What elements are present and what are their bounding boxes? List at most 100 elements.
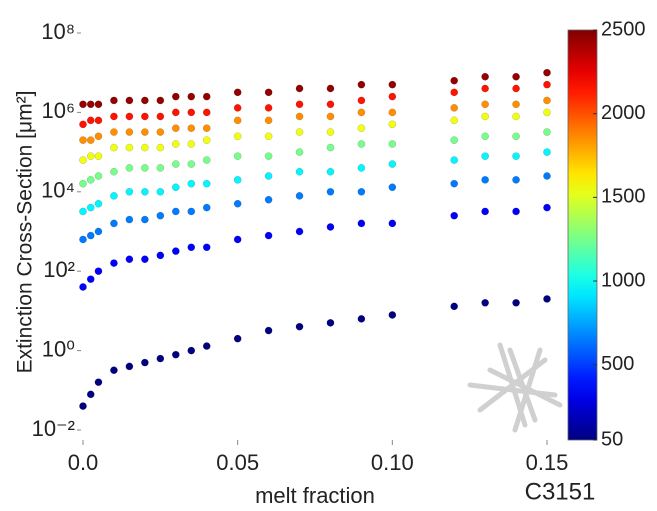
point [264, 88, 273, 97]
point [79, 235, 87, 244]
point [202, 108, 211, 117]
point [264, 104, 273, 112]
point [450, 211, 459, 220]
point [171, 350, 180, 359]
point [450, 116, 459, 125]
point [326, 112, 335, 121]
point [543, 203, 551, 212]
point [94, 100, 103, 109]
point [156, 211, 165, 220]
point [110, 167, 118, 176]
point [141, 96, 149, 105]
point [141, 187, 149, 196]
point [110, 219, 118, 228]
point [202, 243, 211, 252]
colorbar-tick-label: 1000 [601, 269, 646, 291]
y-tick-label: 10⁸ [41, 19, 75, 44]
point [86, 175, 95, 184]
point [512, 72, 520, 81]
point [125, 143, 134, 152]
point [156, 251, 165, 260]
point [156, 112, 165, 121]
point [187, 346, 196, 355]
point [357, 124, 366, 133]
point [156, 96, 165, 105]
point [110, 96, 118, 105]
point [512, 298, 520, 307]
point [357, 80, 366, 89]
point [233, 334, 242, 343]
point [512, 112, 520, 121]
point [326, 223, 335, 231]
point [94, 116, 103, 125]
point [543, 128, 551, 136]
point [187, 140, 196, 148]
point [86, 100, 95, 109]
point [450, 104, 459, 112]
point [202, 203, 211, 212]
point [264, 116, 273, 125]
x-tick-label: 0.15 [526, 450, 569, 475]
point [125, 164, 134, 172]
point [450, 156, 459, 164]
point [264, 152, 273, 161]
point [264, 132, 273, 141]
point [141, 255, 149, 264]
point [187, 160, 196, 168]
point [171, 207, 180, 216]
point [233, 116, 242, 125]
point [202, 136, 211, 144]
point [171, 183, 180, 192]
point [512, 100, 520, 109]
point [481, 298, 489, 307]
point [94, 199, 103, 208]
point [543, 96, 551, 105]
point [543, 295, 551, 303]
point [141, 128, 149, 136]
point [357, 164, 366, 172]
point [156, 143, 165, 152]
point [79, 283, 87, 291]
point [125, 96, 134, 105]
x-tick-label: 0.10 [371, 450, 414, 475]
point [94, 172, 103, 180]
annotation: C3151 [525, 478, 596, 505]
point [357, 96, 366, 105]
point [481, 100, 489, 109]
point [233, 88, 242, 97]
point [357, 140, 366, 148]
point [388, 80, 397, 89]
point [187, 124, 196, 133]
point [512, 84, 520, 93]
point [110, 143, 118, 152]
point [450, 136, 459, 144]
x-axis-label: melt fraction [255, 483, 375, 508]
point [94, 378, 103, 387]
point [481, 207, 489, 216]
point [388, 160, 397, 168]
point [357, 315, 366, 323]
point [295, 148, 304, 156]
x-tick-label: 0.05 [216, 450, 259, 475]
colorbar-tick-label: 1500 [601, 186, 646, 208]
point [79, 179, 87, 188]
point [171, 160, 180, 168]
point [125, 112, 134, 121]
y-tick-label: 10⁶ [41, 98, 75, 123]
point [512, 175, 520, 184]
point [295, 100, 304, 109]
point [326, 100, 335, 109]
point [326, 128, 335, 136]
point [264, 172, 273, 180]
point [233, 152, 242, 161]
point [79, 207, 87, 216]
point [86, 203, 95, 212]
point [202, 179, 211, 188]
point [79, 136, 87, 144]
point [187, 92, 196, 101]
colorbar-tick-label: 2000 [601, 102, 646, 124]
point [79, 156, 87, 164]
point [326, 143, 335, 152]
point [450, 76, 459, 85]
